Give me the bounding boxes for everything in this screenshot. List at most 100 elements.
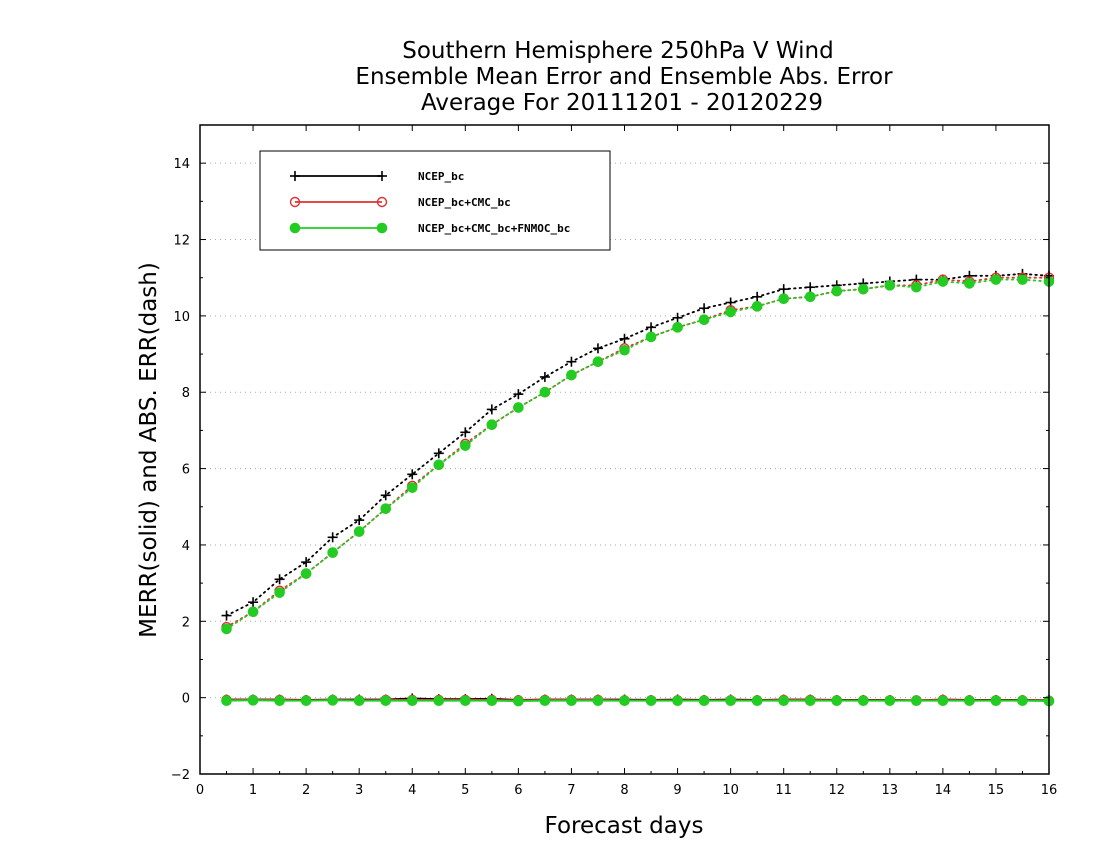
marker-filled-circle [619,695,630,707]
marker-filled-circle [592,356,604,367]
marker-filled-circle [857,695,869,707]
y-tick-label: 10 [173,310,190,325]
legend-label: NCEP_bc+CMC_bc+FNMOC_bc [418,222,570,235]
marker-plus [407,469,418,480]
marker-plus [274,574,285,585]
x-tick-label: 8 [620,783,628,798]
marker-plus [539,371,550,382]
legend-entry: NCEP_bc+CMC_bc+FNMOC_bc [289,222,570,235]
marker-filled-circle [406,695,418,707]
y-tick-label: 0 [182,692,190,707]
marker-filled-circle [274,587,285,598]
abs-err-line [225,272,1050,617]
marker-filled-circle [831,695,843,707]
legend-label: NCEP_bc+CMC_bc [418,196,511,209]
marker-filled-circle [566,695,577,707]
series-ncep-bc-cmc-bc [221,272,1055,706]
marker-filled-circle [619,344,630,356]
x-tick-label: 16 [1041,783,1058,798]
series-markers [221,268,1054,706]
x-tick-label: 1 [249,783,257,798]
x-tick-label: 0 [196,783,204,798]
marker-filled-circle [289,222,301,234]
y-tick-label: −2 [171,768,190,783]
marker-filled-circle [990,695,1002,707]
marker-filled-circle [751,301,763,312]
legend-entry: NCEP_bc+CMC_bc [289,196,511,209]
y-tick-label: 8 [182,386,190,401]
marker-open-circle [289,196,301,208]
x-tick-label: 12 [828,783,845,798]
marker-filled-circle [539,695,551,707]
x-tick-label: 4 [408,783,416,798]
marker-filled-circle [433,695,445,707]
y-tick-label: 4 [182,539,190,554]
x-tick-label: 10 [722,783,739,798]
marker-filled-circle [221,623,232,635]
marker-filled-circle [380,695,392,707]
legend-entry: NCEP_bc [290,170,464,183]
marker-filled-circle [857,283,869,295]
x-tick-label: 2 [302,783,310,798]
marker-filled-circle [751,695,763,707]
marker-filled-circle [513,402,524,413]
marker-filled-circle [300,568,312,579]
marker-filled-circle [778,695,789,707]
marker-filled-circle [566,369,577,381]
marker-filled-circle [221,695,232,707]
marker-filled-circle [645,331,657,343]
marker-plus [354,515,365,526]
marker-filled-circle [937,276,949,287]
y-axis-label: MERR(solid) and ABS. ERR(dash) [136,262,162,638]
abs-err-line [225,276,1050,628]
marker-filled-circle [804,695,816,707]
y-tick-label: 14 [173,157,190,172]
x-tick-label: 14 [935,783,952,798]
marker-plus [699,303,710,314]
marker-filled-circle [592,695,604,707]
x-tick-label: 9 [673,783,681,798]
marker-filled-circle [911,281,922,293]
legend: NCEP_bc NCEP_bc+CMC_bc NCEP_bc+CMC_bc+FNMO… [259,150,611,251]
abs-err-line [225,278,1050,630]
marker-filled-circle [884,280,896,291]
series-markers [221,274,1055,707]
marker-filled-circle [486,695,498,707]
marker-plus [646,322,657,333]
marker-filled-circle [539,386,551,398]
marker-filled-circle [1017,695,1028,707]
marker-filled-circle [778,293,789,305]
marker-plus [377,171,387,181]
x-tick-label: 6 [514,783,522,798]
x-tick-label: 15 [988,783,1005,798]
marker-filled-circle [698,314,710,326]
marker-filled-circle [327,547,338,558]
y-tick-label: 6 [182,463,190,478]
x-tick-label: 7 [567,783,575,798]
marker-plus [486,404,497,415]
marker-filled-circle [937,695,949,707]
marker-plus [619,333,630,344]
marker-filled-circle [884,695,896,707]
marker-plus [592,343,603,354]
marker-filled-circle [460,440,471,451]
marker-plus [301,557,312,568]
marker-filled-circle [460,695,471,707]
marker-plus [380,490,391,501]
chart-title-line-3: Average For 20111201 - 20120229 [421,90,823,116]
marker-plus [566,356,577,367]
marker-filled-circle [990,274,1002,285]
marker-filled-circle [964,278,975,289]
marker-filled-circle [327,695,338,706]
x-axis-label: Forecast days [545,813,704,839]
marker-plus [290,171,300,181]
marker-filled-circle [1017,274,1028,285]
marker-plus [433,448,444,459]
marker-plus [221,610,232,621]
marker-plus [248,597,259,608]
mean-err-line [226,699,1050,702]
marker-filled-circle [645,695,657,707]
marker-filled-circle [964,695,975,707]
marker-plus [752,291,763,302]
